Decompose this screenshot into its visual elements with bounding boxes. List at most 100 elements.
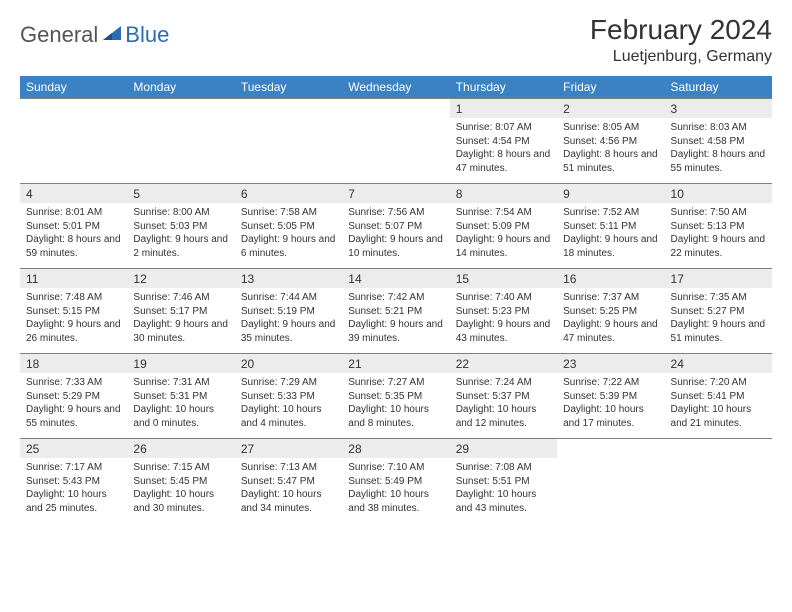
sunrise-text: Sunrise: 7:31 AM: [133, 376, 228, 390]
daylight-text: Daylight: 9 hours and 39 minutes.: [348, 318, 443, 345]
day-number-cell: 19: [127, 354, 234, 374]
day-data-cell: [20, 118, 127, 184]
day-number-cell: 21: [342, 354, 449, 374]
sunrise-text: Sunrise: 8:03 AM: [671, 121, 766, 135]
sunrise-text: Sunrise: 7:08 AM: [456, 461, 551, 475]
sunrise-text: Sunrise: 7:20 AM: [671, 376, 766, 390]
daylight-text: Daylight: 10 hours and 34 minutes.: [241, 488, 336, 515]
day-number-cell: 11: [20, 269, 127, 289]
daylight-text: Daylight: 10 hours and 38 minutes.: [348, 488, 443, 515]
daylight-text: Daylight: 10 hours and 17 minutes.: [563, 403, 658, 430]
brand-sail-icon: [101, 24, 123, 47]
sunrise-text: Sunrise: 7:27 AM: [348, 376, 443, 390]
daylight-text: Daylight: 9 hours and 14 minutes.: [456, 233, 551, 260]
daynum-row: 11121314151617: [20, 269, 772, 289]
daylight-text: Daylight: 9 hours and 6 minutes.: [241, 233, 336, 260]
sunrise-text: Sunrise: 7:10 AM: [348, 461, 443, 475]
daylight-text: Daylight: 9 hours and 55 minutes.: [26, 403, 121, 430]
day-number-cell: 7: [342, 184, 449, 204]
day-number-cell: 16: [557, 269, 664, 289]
day-number-cell: 14: [342, 269, 449, 289]
daylight-text: Daylight: 9 hours and 30 minutes.: [133, 318, 228, 345]
day-header: Friday: [557, 76, 664, 99]
sunset-text: Sunset: 5:07 PM: [348, 220, 443, 234]
sunrise-text: Sunrise: 7:40 AM: [456, 291, 551, 305]
brand-part1: General: [20, 22, 98, 48]
header: General Blue February 2024 Luetjenburg, …: [20, 14, 772, 66]
daylight-text: Daylight: 9 hours and 10 minutes.: [348, 233, 443, 260]
day-number-cell: 24: [665, 354, 772, 374]
day-number-cell: 13: [235, 269, 342, 289]
day-data-cell: [665, 458, 772, 523]
day-data-cell: Sunrise: 8:03 AMSunset: 4:58 PMDaylight:…: [665, 118, 772, 184]
sunset-text: Sunset: 5:23 PM: [456, 305, 551, 319]
sunset-text: Sunset: 5:37 PM: [456, 390, 551, 404]
day-data-cell: Sunrise: 7:44 AMSunset: 5:19 PMDaylight:…: [235, 288, 342, 354]
sunrise-text: Sunrise: 7:48 AM: [26, 291, 121, 305]
title-block: February 2024 Luetjenburg, Germany: [590, 14, 772, 66]
daylight-text: Daylight: 8 hours and 59 minutes.: [26, 233, 121, 260]
sunset-text: Sunset: 5:43 PM: [26, 475, 121, 489]
sunset-text: Sunset: 5:31 PM: [133, 390, 228, 404]
sunrise-text: Sunrise: 7:42 AM: [348, 291, 443, 305]
sunset-text: Sunset: 5:49 PM: [348, 475, 443, 489]
daylight-text: Daylight: 9 hours and 26 minutes.: [26, 318, 121, 345]
day-data-cell: Sunrise: 7:37 AMSunset: 5:25 PMDaylight:…: [557, 288, 664, 354]
sunrise-text: Sunrise: 7:37 AM: [563, 291, 658, 305]
sunrise-text: Sunrise: 7:15 AM: [133, 461, 228, 475]
daylight-text: Daylight: 9 hours and 22 minutes.: [671, 233, 766, 260]
sunset-text: Sunset: 5:11 PM: [563, 220, 658, 234]
sunrise-text: Sunrise: 7:56 AM: [348, 206, 443, 220]
day-data-cell: Sunrise: 7:20 AMSunset: 5:41 PMDaylight:…: [665, 373, 772, 439]
day-data-cell: Sunrise: 8:01 AMSunset: 5:01 PMDaylight:…: [20, 203, 127, 269]
daylight-text: Daylight: 10 hours and 0 minutes.: [133, 403, 228, 430]
day-data-cell: Sunrise: 7:33 AMSunset: 5:29 PMDaylight:…: [20, 373, 127, 439]
day-data-cell: Sunrise: 7:48 AMSunset: 5:15 PMDaylight:…: [20, 288, 127, 354]
day-number-cell: 18: [20, 354, 127, 374]
daylight-text: Daylight: 9 hours and 51 minutes.: [671, 318, 766, 345]
sunrise-text: Sunrise: 7:54 AM: [456, 206, 551, 220]
day-header: Tuesday: [235, 76, 342, 99]
day-data-cell: [127, 118, 234, 184]
sunrise-text: Sunrise: 8:00 AM: [133, 206, 228, 220]
day-header: Sunday: [20, 76, 127, 99]
day-number-cell: 26: [127, 439, 234, 459]
sunset-text: Sunset: 5:15 PM: [26, 305, 121, 319]
brand-logo: General Blue: [20, 14, 169, 48]
data-row: Sunrise: 8:07 AMSunset: 4:54 PMDaylight:…: [20, 118, 772, 184]
day-number-cell: [665, 439, 772, 459]
sunrise-text: Sunrise: 8:05 AM: [563, 121, 658, 135]
daylight-text: Daylight: 8 hours and 51 minutes.: [563, 148, 658, 175]
daynum-row: 2526272829: [20, 439, 772, 459]
sunrise-text: Sunrise: 7:13 AM: [241, 461, 336, 475]
day-data-cell: Sunrise: 8:00 AMSunset: 5:03 PMDaylight:…: [127, 203, 234, 269]
sunrise-text: Sunrise: 7:35 AM: [671, 291, 766, 305]
daylight-text: Daylight: 9 hours and 18 minutes.: [563, 233, 658, 260]
day-data-cell: Sunrise: 7:42 AMSunset: 5:21 PMDaylight:…: [342, 288, 449, 354]
day-number-cell: [342, 99, 449, 119]
sunrise-text: Sunrise: 7:50 AM: [671, 206, 766, 220]
day-number-cell: 2: [557, 99, 664, 119]
sunrise-text: Sunrise: 7:24 AM: [456, 376, 551, 390]
day-number-cell: 25: [20, 439, 127, 459]
daylight-text: Daylight: 10 hours and 12 minutes.: [456, 403, 551, 430]
data-row: Sunrise: 7:48 AMSunset: 5:15 PMDaylight:…: [20, 288, 772, 354]
daylight-text: Daylight: 9 hours and 2 minutes.: [133, 233, 228, 260]
day-number-cell: 29: [450, 439, 557, 459]
day-number-cell: 22: [450, 354, 557, 374]
sunrise-text: Sunrise: 7:46 AM: [133, 291, 228, 305]
data-row: Sunrise: 7:33 AMSunset: 5:29 PMDaylight:…: [20, 373, 772, 439]
day-number-cell: [20, 99, 127, 119]
day-data-cell: Sunrise: 7:58 AMSunset: 5:05 PMDaylight:…: [235, 203, 342, 269]
day-data-cell: Sunrise: 7:31 AMSunset: 5:31 PMDaylight:…: [127, 373, 234, 439]
sunrise-text: Sunrise: 7:33 AM: [26, 376, 121, 390]
daylight-text: Daylight: 8 hours and 47 minutes.: [456, 148, 551, 175]
daylight-text: Daylight: 9 hours and 35 minutes.: [241, 318, 336, 345]
brand-part2: Blue: [125, 22, 169, 48]
location: Luetjenburg, Germany: [590, 48, 772, 66]
calendar-table: SundayMondayTuesdayWednesdayThursdayFrid…: [20, 76, 772, 523]
sunset-text: Sunset: 5:09 PM: [456, 220, 551, 234]
sunset-text: Sunset: 5:29 PM: [26, 390, 121, 404]
sunset-text: Sunset: 5:25 PM: [563, 305, 658, 319]
sunset-text: Sunset: 5:33 PM: [241, 390, 336, 404]
